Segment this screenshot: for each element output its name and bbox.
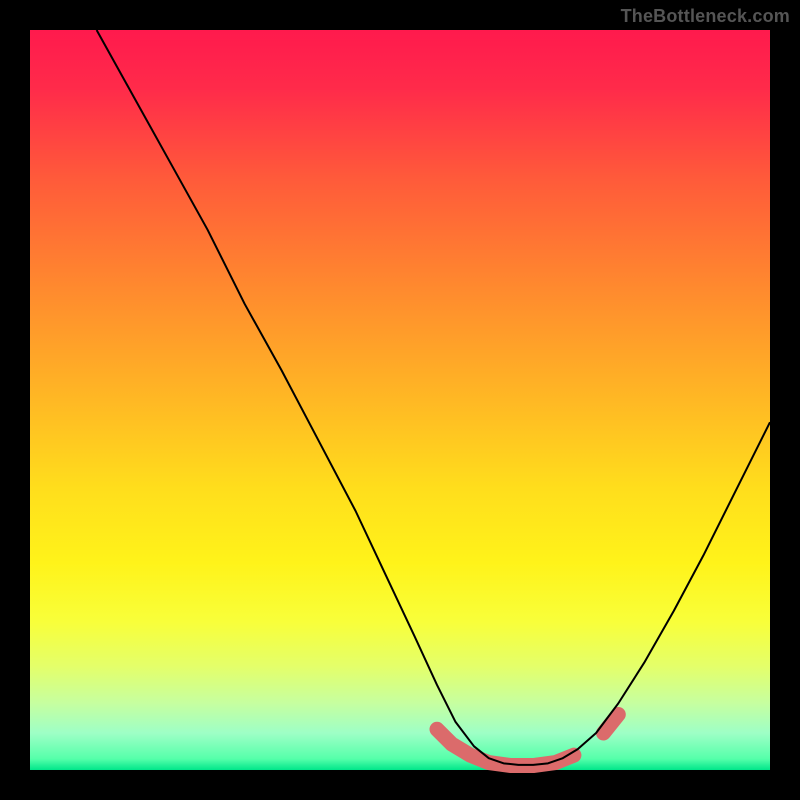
bottleneck-chart: TheBottleneck.com [0, 0, 800, 800]
chart-canvas [0, 0, 800, 800]
plot-background [30, 30, 770, 770]
watermark-text: TheBottleneck.com [621, 6, 790, 27]
